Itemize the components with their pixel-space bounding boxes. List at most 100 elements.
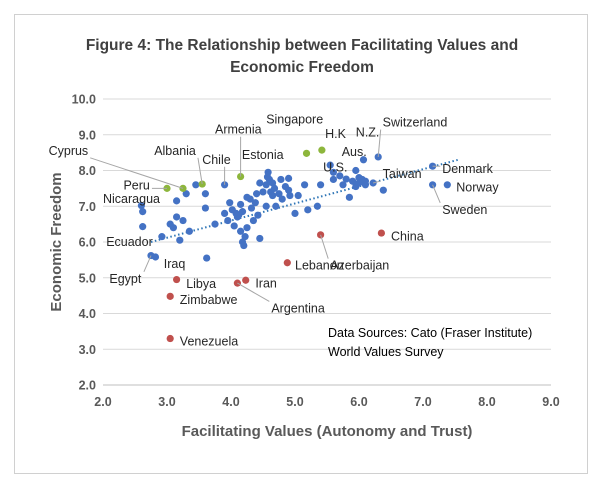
data-point	[259, 188, 267, 196]
point-label-chile: Chile	[202, 153, 231, 167]
data-point	[355, 179, 363, 187]
data-point	[173, 213, 181, 221]
point-label-libya: Libya	[186, 277, 216, 291]
data-point	[272, 202, 280, 210]
x-tick-label: 4.0	[222, 395, 239, 409]
data-point	[269, 191, 277, 200]
data-point-venezuela	[166, 334, 174, 343]
data-point	[278, 195, 286, 203]
data-point	[256, 234, 264, 243]
data-point	[326, 161, 334, 169]
data-point	[237, 227, 245, 235]
leader-line	[197, 157, 203, 185]
data-point	[158, 233, 166, 241]
data-point	[246, 195, 254, 203]
data-point-singapore	[302, 149, 311, 157]
leader-line	[320, 234, 329, 259]
data-point	[211, 220, 219, 228]
leader-line	[237, 282, 270, 302]
x-tick-label: 9.0	[542, 395, 559, 409]
point-label-denmark: Denmark	[442, 162, 493, 176]
data-point	[169, 224, 177, 232]
data-point-us	[342, 175, 350, 183]
data-point	[256, 179, 264, 187]
point-label-peru: Peru	[123, 179, 149, 193]
y-tick-label: 6.0	[79, 236, 96, 250]
chart-title: Figure 4: The Relationship between Facil…	[15, 35, 589, 79]
data-point-hk	[318, 146, 326, 154]
point-label-argentina: Argentina	[271, 301, 325, 315]
leader-line	[143, 255, 152, 273]
data-point	[379, 186, 387, 194]
source-note-line-2: World Values Survey	[328, 345, 444, 359]
data-point	[238, 208, 247, 216]
data-point	[230, 222, 238, 230]
point-label-nz: N.Z.	[356, 126, 380, 140]
y-tick-label: 7.0	[79, 200, 96, 214]
data-point	[291, 209, 299, 217]
data-point	[253, 190, 261, 198]
point-label-norway: Norway	[456, 181, 499, 195]
data-point-libya	[173, 275, 181, 284]
leader-line	[377, 129, 382, 157]
data-point	[176, 236, 184, 244]
data-point	[182, 190, 190, 198]
data-point	[329, 175, 337, 184]
point-label-egypt: Egypt	[109, 272, 141, 286]
point-label-azerbaijan: Azerbaijan	[330, 259, 389, 273]
y-tick-label: 9.0	[79, 128, 96, 142]
point-label-singapore: Singapore	[266, 113, 323, 127]
data-point-aus	[352, 166, 360, 175]
trendline	[150, 158, 459, 243]
leader-line	[432, 184, 441, 204]
data-point	[179, 216, 187, 225]
data-point	[262, 202, 270, 210]
data-point	[224, 216, 232, 225]
x-tick-label: 3.0	[158, 395, 175, 409]
leader-line	[90, 157, 184, 189]
data-point	[275, 190, 283, 198]
data-point-lebanon	[283, 259, 291, 267]
data-point	[345, 193, 353, 201]
data-point-iran	[242, 276, 250, 284]
point-label-nicaragua: Nicaragua	[103, 192, 160, 206]
data-point	[249, 216, 257, 225]
point-label-china: China	[391, 229, 424, 243]
data-point	[139, 208, 147, 216]
point-label-sweden: Sweden	[442, 203, 487, 217]
point-label-venezuela: Venezuela	[180, 334, 238, 348]
data-point	[254, 211, 262, 219]
point-label-hk: H.K	[325, 127, 347, 141]
y-tick-label: 10.0	[72, 93, 96, 107]
source-note-line-1: Data Sources: Cato (Fraser Institute)	[328, 326, 532, 340]
y-tick-label: 5.0	[79, 271, 96, 285]
point-label-estonia: Estonia	[242, 148, 284, 162]
data-point	[294, 191, 302, 200]
data-point	[192, 181, 200, 189]
data-point	[226, 199, 234, 207]
data-point	[349, 177, 357, 185]
data-point	[313, 202, 321, 210]
x-tick-label: 7.0	[414, 395, 431, 409]
data-point	[301, 181, 309, 189]
data-point	[270, 184, 279, 192]
x-axis-title: Facilitating Values (Autonomy and Trust)	[182, 423, 473, 440]
data-point	[240, 241, 248, 250]
x-tick-label: 2.0	[94, 395, 111, 409]
data-point	[339, 181, 347, 189]
data-point	[221, 209, 229, 217]
y-tick-label: 4.0	[79, 307, 96, 321]
point-label-zimbabwe: Zimbabwe	[180, 293, 238, 307]
data-point	[317, 181, 325, 189]
x-tick-label: 8.0	[478, 395, 495, 409]
data-point	[241, 233, 249, 241]
point-label-albania: Albania	[154, 144, 196, 158]
data-point	[361, 177, 369, 185]
data-point	[285, 174, 293, 182]
data-point	[277, 175, 285, 184]
data-point	[203, 254, 211, 262]
y-axis-title: Economic Freedom	[48, 172, 65, 311]
data-point-zimbabwe	[166, 292, 174, 300]
point-label-ecuador: Ecuador	[106, 235, 153, 249]
data-point	[201, 190, 209, 198]
